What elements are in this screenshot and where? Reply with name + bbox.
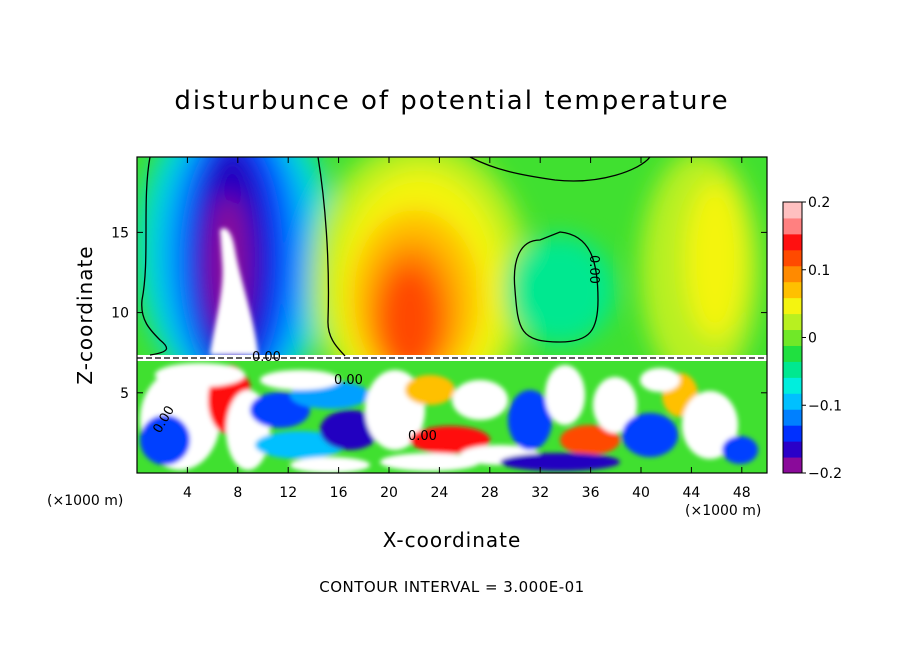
y-tick-label: 15 xyxy=(111,225,129,241)
colorbar-tick-label: 0.2 xyxy=(808,195,830,211)
colorbar-labels: 0.2 0.1 0 −0.1 −0.2 xyxy=(802,195,842,482)
x-unit-label-right: (×1000 m) xyxy=(685,503,761,519)
white-core xyxy=(210,228,258,355)
colorbar-swatch xyxy=(783,425,802,442)
contour-label: 0.00 xyxy=(586,255,601,284)
colorbar-swatch xyxy=(783,345,802,362)
colorbar-swatch xyxy=(783,265,802,283)
zero-contour-left xyxy=(141,157,168,356)
x-tick-label: 44 xyxy=(682,485,700,501)
x-tick-label: 24 xyxy=(430,485,448,501)
colorbar-tick-label: −0.1 xyxy=(808,398,842,414)
lower-layer-blobs xyxy=(140,363,758,473)
chart-title: disturbunce of potential temperature xyxy=(174,86,730,116)
zero-contours xyxy=(141,157,651,357)
x-tick-label: 36 xyxy=(582,485,600,501)
colorbar-swatch xyxy=(783,393,802,410)
colorbar-tick-label: 0 xyxy=(808,331,817,347)
zero-contour-top xyxy=(469,157,651,182)
x-unit-label: (×1000 m) xyxy=(47,493,123,509)
x-tick-label: 16 xyxy=(330,485,348,501)
zero-contour-bubble xyxy=(513,231,599,343)
x-tick-label: 40 xyxy=(632,485,650,501)
colorbar-swatch xyxy=(783,202,802,219)
colorbar-swatch xyxy=(783,441,802,458)
x-axis: 4 8 12 16 20 24 28 32 36 40 44 48 xyxy=(183,157,751,501)
colorbar-swatch xyxy=(783,377,802,394)
colorbar-swatch xyxy=(783,297,802,315)
colorbar-swatch xyxy=(783,233,802,251)
colorbar-swatch xyxy=(783,457,802,474)
x-tick-label: 20 xyxy=(380,485,398,501)
colorbar-swatch xyxy=(783,329,802,346)
y-tick-label: 5 xyxy=(120,386,129,402)
x-tick-label: 28 xyxy=(481,485,499,501)
x-axis-label: X-coordinate xyxy=(383,528,522,552)
contour-interval-note: CONTOUR INTERVAL = 3.000E-01 xyxy=(319,578,585,596)
contour-label: 0.00 xyxy=(252,350,281,365)
x-tick-label: 12 xyxy=(279,485,297,501)
colorbar-swatch xyxy=(783,409,802,426)
contour-label: 0.00 xyxy=(334,373,363,388)
zero-contour-mid xyxy=(317,157,346,357)
colorbar-swatch xyxy=(783,281,802,299)
y-tick-label: 10 xyxy=(111,306,129,322)
x-tick-label: 4 xyxy=(183,485,192,501)
y-axis: 5 10 15 xyxy=(111,225,767,402)
colorbar-swatch xyxy=(783,313,802,331)
x-tick-label: 48 xyxy=(733,485,751,501)
colorbar-tick-label: 0.1 xyxy=(808,263,830,279)
colorbar-swatch xyxy=(783,361,802,378)
colorbar-swatch xyxy=(783,249,802,267)
x-tick-label: 8 xyxy=(233,485,242,501)
colorbar-tick-label: −0.2 xyxy=(808,466,842,482)
heatmap-field xyxy=(137,157,767,473)
colorbar xyxy=(782,201,803,474)
y-axis-label: Z-coordinate xyxy=(73,245,97,384)
contour-label: 0.00 xyxy=(408,429,437,444)
colorbar-swatch xyxy=(783,217,802,235)
plot-frame xyxy=(136,156,768,474)
x-tick-label: 32 xyxy=(531,485,549,501)
